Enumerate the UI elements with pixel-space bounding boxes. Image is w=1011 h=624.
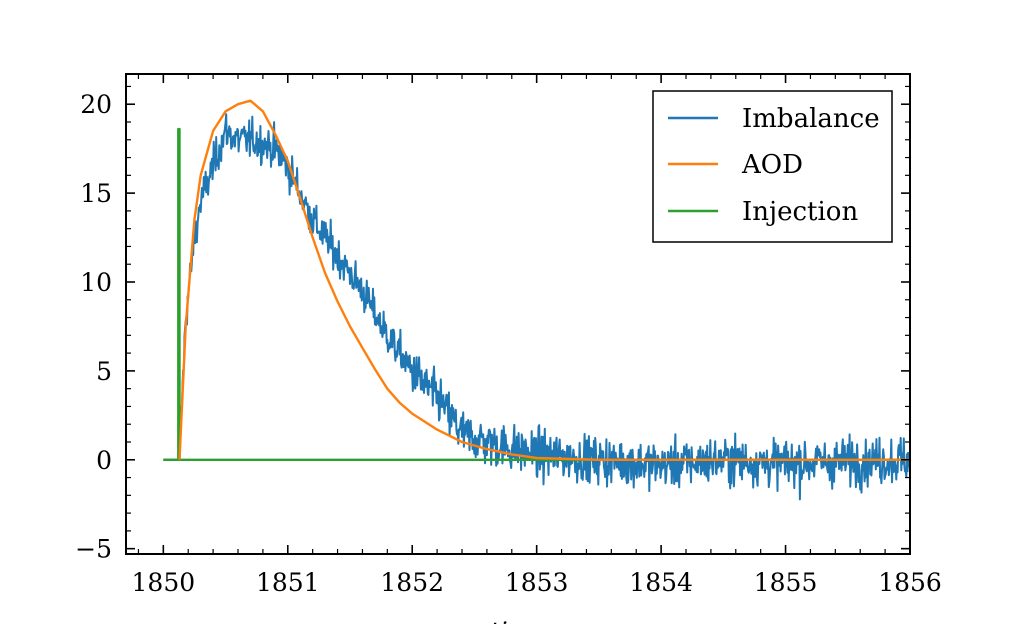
legend-box [652, 90, 893, 243]
x-tick-label: 1850 [132, 568, 196, 597]
x-axis-label: time [490, 617, 547, 624]
legend: Imbalance AOD Injection [652, 90, 893, 243]
x-tick-label: 1854 [629, 568, 693, 597]
y-tick-label: 5 [96, 357, 112, 386]
legend-label-imbalance: Imbalance [742, 104, 880, 134]
legend-label-injection: Injection [742, 197, 858, 227]
y-tick-label: 0 [96, 446, 112, 475]
ticklabels-layer: 1850 1851 1852 1853 1854 1855 1856 −5 0 5 10 15 20 [75, 90, 942, 597]
y-tick-label: 10 [80, 268, 112, 297]
legend-label-aod: AOD [741, 150, 803, 180]
y-tick-label: 15 [80, 179, 112, 208]
series-aod-line [178, 99, 910, 461]
x-tick-label: 1852 [380, 568, 444, 597]
series-injection-line [163, 127, 910, 461]
ticks-layer [126, 74, 911, 554]
y-tick-label: 20 [80, 90, 112, 119]
x-tick-label: 1856 [878, 568, 942, 597]
series-layer [163, 99, 910, 501]
y-tick-label: −5 [75, 535, 112, 564]
x-tick-label: 1851 [256, 568, 320, 597]
x-tick-label: 1853 [505, 568, 569, 597]
x-tick-label: 1855 [754, 568, 818, 597]
plot-frame [125, 73, 911, 555]
